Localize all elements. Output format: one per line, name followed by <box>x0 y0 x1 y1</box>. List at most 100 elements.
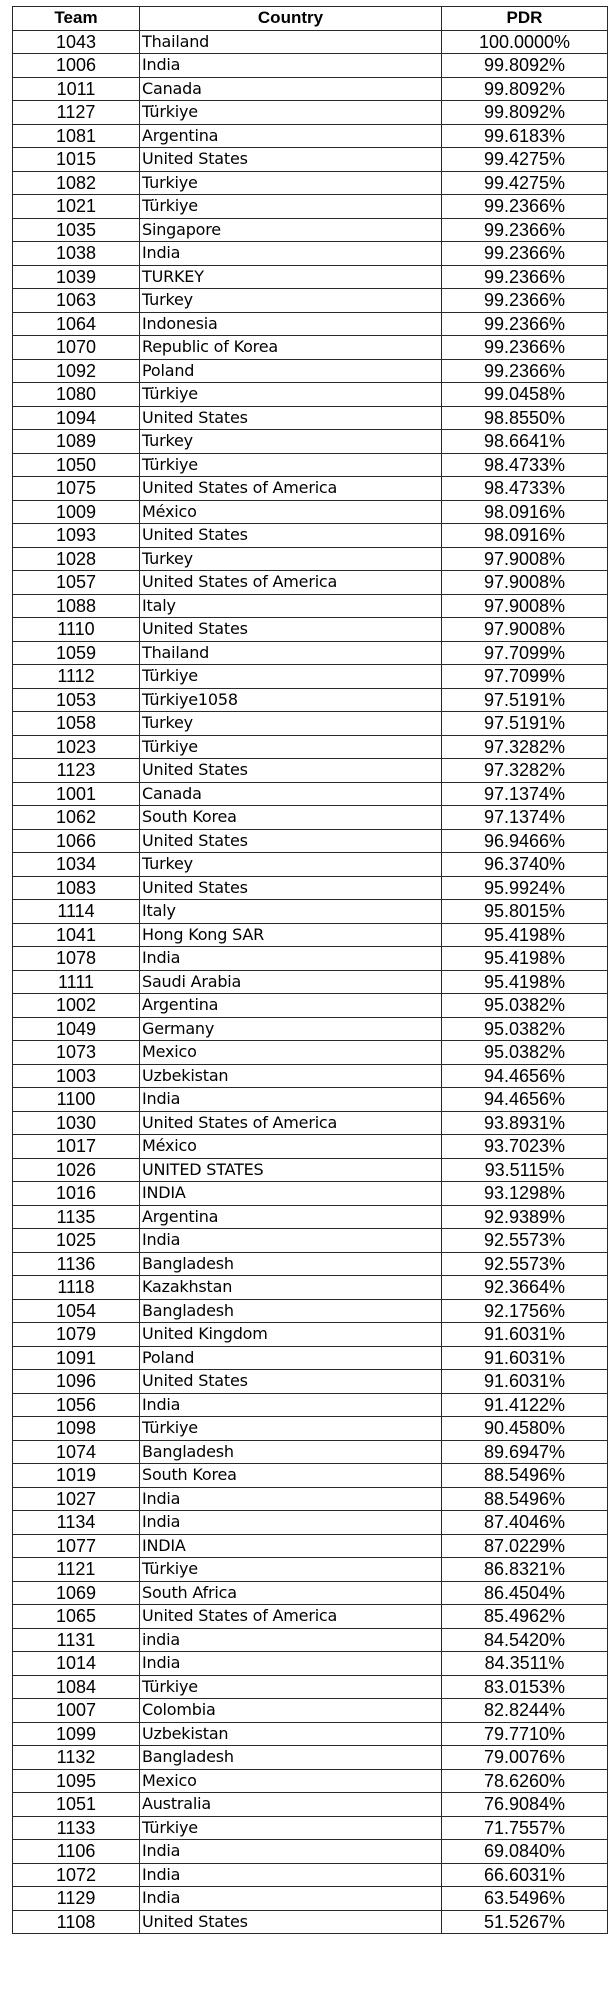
pdr-cell: 96.9466% <box>441 828 608 853</box>
table-row: 1106 India 69.0840% <box>12 1839 608 1864</box>
team-cell: 1058 <box>12 711 140 736</box>
table-row: 1027 India 88.5496% <box>12 1486 608 1511</box>
country-cell: Bangladesh <box>139 1745 442 1770</box>
country-cell: Türkiye <box>139 1557 442 1582</box>
pdr-cell: 99.4275% <box>441 147 608 172</box>
pdr-cell: 71.7557% <box>441 1815 608 1840</box>
team-cell: 1114 <box>12 899 140 924</box>
team-cell: 1025 <box>12 1228 140 1253</box>
team-cell: 1069 <box>12 1580 140 1605</box>
country-cell: Mexico <box>139 1768 442 1793</box>
table-row: 1069 South Africa 86.4504% <box>12 1580 608 1605</box>
country-cell: Türkiye <box>139 452 442 477</box>
team-cell: 1041 <box>12 922 140 947</box>
country-cell: Türkiye <box>139 664 442 689</box>
team-cell: 1127 <box>12 100 140 125</box>
country-cell: Uzbekistan <box>139 1721 442 1746</box>
pdr-cell: 91.6031% <box>441 1322 608 1347</box>
country-cell: India <box>139 1486 442 1511</box>
country-cell: Turkey <box>139 429 442 454</box>
table-row: 1131 india 84.5420% <box>12 1627 608 1652</box>
team-cell: 1078 <box>12 946 140 971</box>
table-row: 1019 South Korea 88.5496% <box>12 1463 608 1488</box>
country-cell: Turkey <box>139 852 442 877</box>
table-row: 1038 India 99.2366% <box>12 241 608 266</box>
country-cell: Republic of Korea <box>139 335 442 360</box>
team-cell: 1079 <box>12 1322 140 1347</box>
table-row: 1092 Poland 99.2366% <box>12 358 608 383</box>
team-cell: 1132 <box>12 1745 140 1770</box>
country-cell: India <box>139 1651 442 1676</box>
table-row: 1035 Singapore 99.2366% <box>12 217 608 242</box>
table-row: 1118 Kazakhstan 92.3664% <box>12 1275 608 1300</box>
team-cell: 1026 <box>12 1157 140 1182</box>
pdr-cell: 88.5496% <box>441 1463 608 1488</box>
team-cell: 1129 <box>12 1886 140 1911</box>
table-row: 1002 Argentina 95.0382% <box>12 993 608 1018</box>
header-row: Team Country PDR <box>12 6 608 31</box>
pdr-cell: 95.4198% <box>441 969 608 994</box>
table-row: 1065 United States of America 85.4962% <box>12 1604 608 1629</box>
country-cell: Argentina <box>139 1204 442 1229</box>
table-row: 1016 INDIA 93.1298% <box>12 1181 608 1206</box>
pdr-cell: 88.5496% <box>441 1486 608 1511</box>
team-cell: 1017 <box>12 1134 140 1159</box>
pdr-cell: 91.6031% <box>441 1345 608 1370</box>
country-cell: India <box>139 1839 442 1864</box>
table-row: 1136 Bangladesh 92.5573% <box>12 1251 608 1276</box>
table-row: 1049 Germany 95.0382% <box>12 1016 608 1041</box>
team-cell: 1007 <box>12 1698 140 1723</box>
table-row: 1043 Thailand 100.0000% <box>12 29 608 54</box>
pdr-cell: 97.5191% <box>441 687 608 712</box>
country-cell: United States of America <box>139 1110 442 1135</box>
team-cell: 1123 <box>12 758 140 783</box>
table-row: 1023 Türkiye 97.3282% <box>12 734 608 759</box>
header-country: Country <box>139 6 442 31</box>
table-row: 1123 United States 97.3282% <box>12 758 608 783</box>
pdr-cell: 76.9084% <box>441 1792 608 1817</box>
pdr-cell: 99.2366% <box>441 335 608 360</box>
table-row: 1080 Türkiye 99.0458% <box>12 382 608 407</box>
pdr-cell: 91.6031% <box>441 1369 608 1394</box>
team-cell: 1056 <box>12 1392 140 1417</box>
table-row: 1058 Turkey 97.5191% <box>12 711 608 736</box>
country-cell: United States of America <box>139 476 442 501</box>
pdr-cell: 99.8092% <box>441 76 608 101</box>
table-row: 1066 United States 96.9466% <box>12 828 608 853</box>
country-cell: Türkiye <box>139 1416 442 1441</box>
pdr-cell: 97.7099% <box>441 664 608 689</box>
table-row: 1133 Türkiye 71.7557% <box>12 1815 608 1840</box>
pdr-cell: 93.1298% <box>441 1181 608 1206</box>
country-cell: Turkey <box>139 546 442 571</box>
table-row: 1096 United States 91.6031% <box>12 1369 608 1394</box>
country-cell: India <box>139 1510 442 1535</box>
team-cell: 1083 <box>12 875 140 900</box>
table-row: 1051 Australia 76.9084% <box>12 1792 608 1817</box>
pdr-cell: 99.2366% <box>441 194 608 219</box>
country-cell: United States <box>139 617 442 642</box>
country-cell: South Korea <box>139 805 442 830</box>
pdr-cell: 86.4504% <box>441 1580 608 1605</box>
team-cell: 1015 <box>12 147 140 172</box>
pdr-cell: 93.5115% <box>441 1157 608 1182</box>
country-cell: Canada <box>139 781 442 806</box>
country-cell: United States <box>139 405 442 430</box>
team-cell: 1054 <box>12 1298 140 1323</box>
pdr-cell: 97.9008% <box>441 593 608 618</box>
pdr-cell: 90.4580% <box>441 1416 608 1441</box>
country-cell: United States of America <box>139 570 442 595</box>
team-cell: 1038 <box>12 241 140 266</box>
team-cell: 1095 <box>12 1768 140 1793</box>
country-cell: Germany <box>139 1016 442 1041</box>
pdr-cell: 95.4198% <box>441 922 608 947</box>
table-row: 1056 India 91.4122% <box>12 1392 608 1417</box>
table-row: 1088 Italy 97.9008% <box>12 593 608 618</box>
team-cell: 1057 <box>12 570 140 595</box>
country-cell: Türkiye <box>139 734 442 759</box>
pdr-cell: 97.1374% <box>441 805 608 830</box>
table-row: 1100 India 94.4656% <box>12 1087 608 1112</box>
country-cell: Türkiye <box>139 1815 442 1840</box>
pdr-cell: 95.0382% <box>441 1040 608 1065</box>
team-cell: 1088 <box>12 593 140 618</box>
country-cell: Türkiye1058 <box>139 687 442 712</box>
